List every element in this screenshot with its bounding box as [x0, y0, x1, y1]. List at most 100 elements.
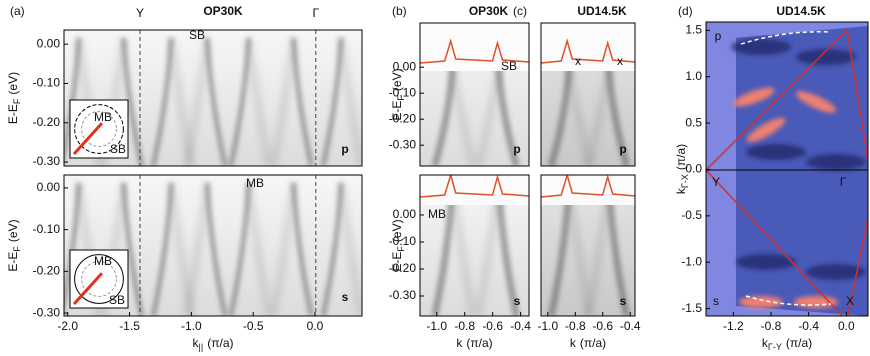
inset-fs — [81, 261, 117, 297]
x-axis-label: k (π/a) — [570, 336, 606, 350]
y-tick-label: 1.0 — [685, 69, 702, 83]
band — [245, 37, 272, 166]
label-sub: Γ-X — [680, 174, 690, 188]
map-blob — [796, 49, 856, 65]
x-tick-label: -0.4 — [620, 319, 641, 333]
annotation: x — [575, 54, 581, 68]
x-tick-label: 0.0 — [307, 319, 324, 333]
map-blob — [746, 144, 806, 160]
band — [184, 182, 211, 316]
x-axis-label: k (π/a) — [456, 336, 492, 350]
panel-letter: (c) — [513, 4, 527, 18]
x-tick-label: -0.6 — [592, 319, 613, 333]
y-tick-label: -0.30 — [389, 137, 417, 151]
panel-title: UD14.5K — [776, 4, 826, 18]
label-sub: F — [396, 246, 406, 252]
bz-boundary — [706, 28, 868, 316]
inset-fs — [74, 254, 124, 304]
label-sub: || — [199, 342, 204, 352]
x-tick-label: -0.4 — [798, 319, 819, 333]
plot-image — [64, 30, 362, 166]
y-tick-label: 0.00 — [393, 207, 417, 221]
x-tick-label: -2.0 — [57, 319, 78, 333]
x-tick-label: -1.0 — [538, 319, 559, 333]
y-axis-label: E-EF (eV) — [390, 68, 406, 120]
inset-fs — [81, 111, 117, 147]
y-axis-label: kΓ-X (π/a) — [674, 144, 690, 194]
map-hot — [739, 296, 783, 308]
map-hot — [795, 91, 837, 113]
frame — [63, 29, 363, 167]
mdc-curve — [420, 175, 529, 198]
annotation: x — [617, 54, 623, 68]
y-tick-label: -0.30 — [33, 154, 61, 168]
panel-letter: (a) — [10, 4, 25, 18]
plot-image — [541, 175, 635, 316]
map-data — [736, 26, 868, 316]
label-unit: (π/a) — [674, 144, 688, 170]
x-tick-label: -1.0 — [181, 319, 202, 333]
x-tick-label: -1.0 — [426, 319, 447, 333]
annotation: MB — [428, 207, 446, 221]
panel-title: OP30K — [469, 4, 509, 18]
y-tick-label: -0.20 — [389, 261, 417, 275]
y-tick-label: 0.5 — [685, 115, 702, 129]
y-tick-label: -0.10 — [389, 234, 417, 248]
label-text: E-E — [390, 101, 404, 121]
annotation: s — [514, 294, 521, 308]
label-unit: (eV) — [6, 219, 20, 242]
annotation: p — [513, 142, 520, 156]
annotation: SB — [110, 142, 126, 156]
annotation: Y — [712, 175, 720, 189]
y-tick-label: -0.5 — [681, 208, 702, 222]
map-blob — [731, 39, 791, 55]
plot-image — [64, 175, 362, 316]
y-tick-label: -0.20 — [33, 264, 61, 278]
frame — [419, 174, 530, 317]
frame — [63, 174, 363, 317]
frame — [419, 22, 530, 167]
label-unit: (π/a) — [207, 336, 233, 350]
x-tick-label: -1.5 — [119, 319, 140, 333]
annotation: SB — [501, 59, 517, 73]
y-tick-label: -0.10 — [33, 222, 61, 236]
band — [475, 67, 502, 166]
label-text: E-E — [6, 252, 20, 272]
inset-fs — [74, 104, 124, 154]
y-tick-label: 0.00 — [37, 36, 61, 50]
mdc-curve — [541, 38, 635, 64]
band — [585, 67, 612, 166]
x-tick-label: 0.0 — [838, 319, 855, 333]
label-text: k — [456, 336, 463, 350]
map-hot — [746, 117, 786, 143]
label-unit: (eV) — [390, 219, 404, 242]
y-tick-label: 0.00 — [37, 180, 61, 194]
fs-arc — [745, 295, 832, 306]
label-unit: (eV) — [6, 72, 20, 95]
y-tick-label: 0.0 — [685, 162, 702, 176]
band — [338, 37, 362, 166]
y-tick-label: 1.5 — [685, 23, 702, 37]
x-tick-label: -0.8 — [761, 319, 782, 333]
annotation: p — [341, 142, 348, 156]
label-unit: (eV) — [390, 68, 404, 91]
x-tick-label: -0.4 — [510, 319, 531, 333]
plot-image — [706, 22, 868, 316]
label-unit: (π/a) — [786, 336, 812, 350]
y-axis-label: E-EF (eV) — [6, 72, 22, 124]
plot-image — [420, 23, 529, 166]
symmetry-label: Γ — [313, 6, 320, 20]
annotation: MB — [94, 254, 112, 268]
mdc-bg — [541, 175, 635, 205]
label-sub: F — [12, 98, 22, 104]
map-hot — [733, 87, 775, 107]
label-text: E-E — [6, 104, 20, 124]
y-tick-label: -0.10 — [389, 85, 417, 99]
annotation: Γ — [840, 175, 847, 189]
map-blob — [806, 264, 866, 280]
label-text: k — [570, 336, 577, 350]
inset-cut — [72, 122, 104, 156]
label-text: k — [674, 187, 688, 194]
band — [449, 67, 476, 166]
